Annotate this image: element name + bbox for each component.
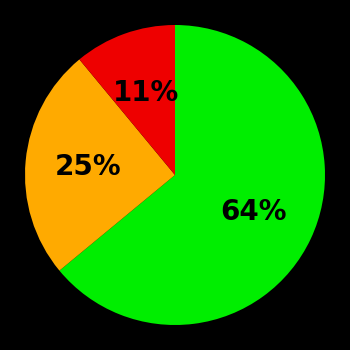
Wedge shape (79, 25, 175, 175)
Text: 11%: 11% (112, 79, 178, 107)
Wedge shape (25, 60, 175, 271)
Wedge shape (60, 25, 325, 325)
Text: 64%: 64% (220, 198, 287, 226)
Text: 25%: 25% (55, 153, 122, 181)
